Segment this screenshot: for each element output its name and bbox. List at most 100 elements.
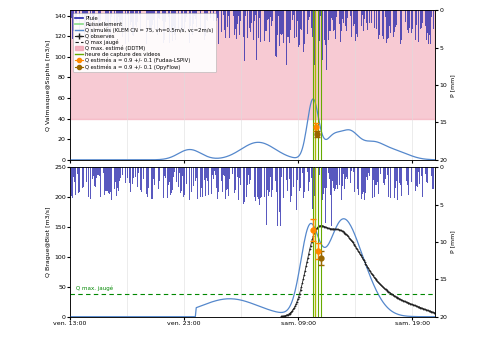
Bar bbox=[182, 167, 183, 175]
Bar bbox=[280, 10, 281, 34]
Bar bbox=[420, 10, 421, 30]
Bar bbox=[144, 167, 146, 182]
Bar bbox=[350, 10, 351, 16]
Bar bbox=[272, 167, 274, 227]
Bar bbox=[100, 10, 102, 29]
Bar bbox=[322, 10, 323, 60]
Bar bbox=[306, 10, 308, 43]
Bar bbox=[348, 167, 350, 191]
Bar bbox=[183, 167, 184, 197]
Bar bbox=[236, 10, 237, 39]
Bar bbox=[111, 167, 112, 200]
Bar bbox=[276, 10, 277, 57]
Bar bbox=[258, 10, 259, 38]
Bar bbox=[325, 167, 326, 223]
Bar bbox=[186, 167, 188, 190]
Bar bbox=[70, 10, 72, 39]
Bar bbox=[338, 167, 340, 180]
Bar bbox=[290, 10, 291, 30]
Bar bbox=[84, 10, 85, 38]
Bar bbox=[146, 10, 147, 44]
Bar bbox=[402, 167, 404, 184]
Bar bbox=[213, 10, 214, 21]
Bar bbox=[114, 167, 115, 189]
Bar bbox=[141, 167, 142, 192]
Bar bbox=[127, 10, 128, 15]
Bar bbox=[429, 10, 430, 35]
Bar bbox=[144, 10, 146, 19]
Bar bbox=[313, 167, 314, 189]
Bar bbox=[178, 167, 179, 187]
Bar bbox=[235, 167, 236, 190]
Bar bbox=[272, 10, 274, 17]
Bar bbox=[86, 10, 87, 17]
Bar bbox=[431, 167, 432, 176]
Bar bbox=[230, 10, 232, 18]
Bar bbox=[322, 167, 323, 199]
Bar bbox=[433, 10, 434, 29]
Bar bbox=[188, 167, 190, 189]
Bar bbox=[284, 167, 286, 187]
Bar bbox=[244, 10, 245, 62]
Bar bbox=[204, 10, 205, 40]
Bar bbox=[94, 167, 95, 185]
Bar bbox=[153, 10, 154, 21]
Bar bbox=[385, 167, 386, 179]
Bar bbox=[131, 10, 132, 22]
Bar bbox=[226, 167, 227, 190]
Bar bbox=[104, 167, 105, 195]
Bar bbox=[119, 167, 120, 181]
Bar bbox=[168, 167, 169, 184]
Bar bbox=[296, 10, 298, 38]
Bar bbox=[140, 167, 141, 190]
Bar bbox=[303, 167, 304, 198]
Bar bbox=[312, 167, 313, 209]
Bar bbox=[430, 10, 431, 44]
Bar bbox=[376, 10, 377, 29]
Bar bbox=[195, 167, 196, 181]
Bar bbox=[109, 167, 110, 195]
Bar bbox=[318, 167, 319, 182]
Bar bbox=[134, 167, 136, 182]
Y-axis label: P [mm]: P [mm] bbox=[450, 231, 455, 253]
Bar bbox=[278, 10, 279, 16]
Bar bbox=[269, 167, 270, 192]
Bar bbox=[321, 10, 322, 17]
Bar bbox=[122, 167, 124, 199]
Bar bbox=[198, 167, 200, 181]
Bar bbox=[146, 167, 147, 194]
Bar bbox=[421, 10, 422, 27]
Bar bbox=[192, 10, 193, 35]
Bar bbox=[372, 167, 373, 198]
Bar bbox=[224, 167, 225, 176]
Legend: Pluie, Ruissellement, Q simulés (KLEM CN = 75, vh=0.5m/s, vc=2m/s), Q observes, : Pluie, Ruissellement, Q simulés (KLEM CN… bbox=[72, 13, 217, 72]
Bar bbox=[218, 10, 220, 37]
Bar bbox=[264, 167, 265, 197]
Bar bbox=[254, 167, 255, 197]
Bar bbox=[106, 167, 107, 191]
Bar bbox=[353, 167, 354, 172]
Bar bbox=[249, 10, 250, 28]
Bar bbox=[357, 167, 358, 189]
Bar bbox=[250, 10, 252, 23]
Bar bbox=[252, 167, 254, 183]
Bar bbox=[197, 167, 198, 199]
Bar bbox=[242, 10, 244, 19]
Bar bbox=[315, 167, 316, 182]
Bar bbox=[240, 10, 242, 16]
Bar bbox=[212, 167, 213, 175]
Bar bbox=[412, 10, 414, 44]
Bar bbox=[342, 10, 343, 19]
Bar bbox=[402, 10, 404, 35]
Bar bbox=[246, 167, 247, 197]
Bar bbox=[210, 10, 212, 18]
Bar bbox=[170, 167, 171, 195]
Bar bbox=[345, 10, 346, 26]
Bar bbox=[254, 10, 255, 21]
Bar bbox=[92, 10, 94, 21]
Bar bbox=[332, 10, 333, 20]
Bar bbox=[370, 10, 372, 36]
Bar bbox=[401, 167, 402, 196]
Bar bbox=[94, 10, 95, 23]
Bar bbox=[171, 167, 172, 193]
